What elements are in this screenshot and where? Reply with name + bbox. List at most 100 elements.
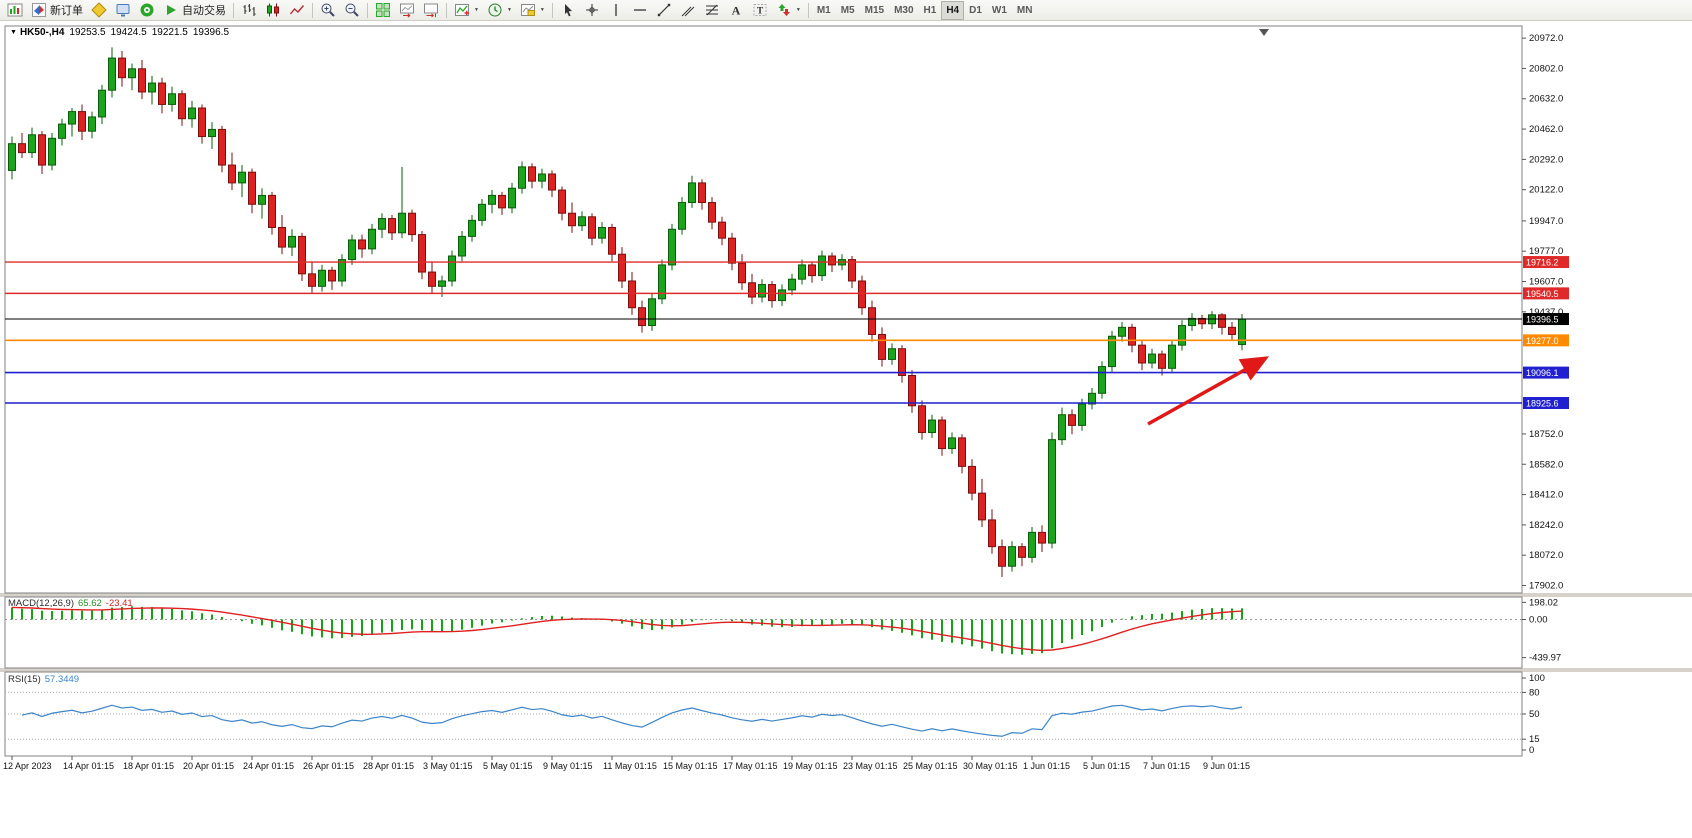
line-chart-button[interactable] <box>285 1 309 20</box>
timeframe-h1-button[interactable]: H1 <box>923 4 937 16</box>
svg-text:A: A <box>732 4 741 18</box>
market-icon <box>116 4 130 17</box>
crosshair-button[interactable] <box>580 1 604 20</box>
rsi-panel[interactable] <box>4 671 1523 757</box>
svg-text:20 Apr 01:15: 20 Apr 01:15 <box>183 761 234 771</box>
svg-text:20972.0: 20972.0 <box>1529 33 1563 44</box>
bar-chart-icon <box>243 4 256 16</box>
timeframe-h4-button[interactable]: H4 <box>941 0 965 20</box>
zoom-out-button[interactable] <box>340 1 364 20</box>
zoom-in-button[interactable] <box>316 1 340 20</box>
autotrading-label: 自动交易 <box>182 5 226 17</box>
metaeditor-button[interactable] <box>87 1 111 20</box>
autotrading-play-icon <box>167 5 176 15</box>
autotrading-button[interactable]: 自动交易 <box>159 1 230 20</box>
macd-signal-line <box>11 606 1243 652</box>
toolbar-separator <box>233 2 234 18</box>
crosshair-icon <box>585 4 598 16</box>
new-chart-button[interactable] <box>3 1 27 20</box>
svg-text:18925.6: 18925.6 <box>1526 399 1559 409</box>
main-price-panel[interactable] <box>4 25 1523 594</box>
bar-chart-button[interactable] <box>237 1 261 20</box>
macd-panel[interactable] <box>4 596 1523 669</box>
svg-text:7 Jun 01:15: 7 Jun 01:15 <box>1143 761 1190 771</box>
arrows-button[interactable]: ▼ <box>772 1 805 20</box>
svg-text:17 May 01:15: 17 May 01:15 <box>723 761 778 771</box>
svg-text:17902.0: 17902.0 <box>1529 581 1563 592</box>
timeframe-m1-button[interactable]: M1 <box>816 4 831 16</box>
text-label-button[interactable]: T <box>748 1 772 20</box>
expand-triangle-icon[interactable]: ▼ <box>10 29 17 36</box>
timeframe-group: M1 M5 M15 M30 H1 H4 D1 W1 MN <box>812 0 1038 20</box>
file-group: 新订单 自动交易 <box>3 1 230 20</box>
svg-text:1 Jun 01:15: 1 Jun 01:15 <box>1023 761 1070 771</box>
zoom-in-icon <box>321 3 335 17</box>
svg-text:11 May 01:15: 11 May 01:15 <box>603 761 657 771</box>
svg-text:0: 0 <box>1529 745 1534 756</box>
toolbar-separator <box>446 2 447 18</box>
zoom-out-icon <box>345 3 359 17</box>
macd-name: MACD(12,26,9) <box>8 598 74 609</box>
timeframe-m30-button[interactable]: M30 <box>894 4 914 16</box>
macd-label: MACD(12,26,9) 65.62 -23.41 <box>8 598 133 609</box>
trend-arrow[interactable] <box>1147 356 1270 426</box>
market-button[interactable] <box>111 1 135 20</box>
svg-text:198.02: 198.02 <box>1529 597 1558 608</box>
svg-text:20122.0: 20122.0 <box>1529 185 1563 196</box>
svg-text:20802.0: 20802.0 <box>1529 63 1563 74</box>
trendline-button[interactable] <box>652 1 676 20</box>
svg-text:3 May 01:15: 3 May 01:15 <box>423 761 473 771</box>
svg-text:19947.0: 19947.0 <box>1529 216 1563 227</box>
new-order-icon <box>32 3 46 17</box>
tile-windows-button[interactable] <box>371 1 395 20</box>
svg-text:14 Apr 01:15: 14 Apr 01:15 <box>63 761 114 771</box>
ohlc-open: 19253.5 <box>69 27 106 38</box>
cursor-icon <box>564 4 572 17</box>
periods-button[interactable]: ▼ <box>483 1 516 20</box>
timeframe-m15-button[interactable]: M15 <box>864 4 885 16</box>
metaeditor-icon <box>91 2 107 18</box>
timeframe-d1-button[interactable]: D1 <box>969 4 982 16</box>
shift-marker-icon[interactable] <box>1259 29 1269 36</box>
zoom-group <box>316 1 364 20</box>
svg-text:19716.2: 19716.2 <box>1526 258 1559 268</box>
vertical-line-button[interactable] <box>604 1 628 20</box>
macd-value-main: 65.62 <box>78 598 102 609</box>
price-tag-19396.5: 19396.5 <box>1523 313 1569 326</box>
svg-text:19607.0: 19607.0 <box>1529 277 1563 288</box>
signals-icon <box>140 3 154 17</box>
templates-icon <box>520 4 535 16</box>
new-order-button[interactable]: 新订单 <box>27 1 87 20</box>
date-axis: 12 Apr 2023 14 Apr 01:15 18 Apr 01:15 20 Ap… <box>3 756 1250 771</box>
chart-shift-button[interactable] <box>419 1 443 20</box>
svg-text:19437.0: 19437.0 <box>1529 307 1563 318</box>
signals-button[interactable] <box>135 1 159 20</box>
templates-button[interactable]: ▼ <box>516 1 549 20</box>
text-a-icon: A <box>732 4 741 18</box>
panel-divider[interactable] <box>0 593 1692 597</box>
main-toolbar: 新订单 自动交易 <box>0 0 1692 21</box>
timeframe-mn-button[interactable]: MN <box>1016 4 1033 16</box>
candlestick-chart-button[interactable] <box>261 1 285 20</box>
auto-scroll-button[interactable] <box>395 1 419 20</box>
indicators-button[interactable]: ▼ <box>450 1 483 20</box>
svg-text:19777.0: 19777.0 <box>1529 246 1563 257</box>
fibonacci-button[interactable] <box>700 1 724 20</box>
svg-text:80: 80 <box>1529 687 1540 698</box>
panel-divider[interactable] <box>0 668 1692 672</box>
cursor-button[interactable] <box>556 1 580 20</box>
svg-text:19096.1: 19096.1 <box>1526 368 1559 378</box>
svg-text:19396.5: 19396.5 <box>1526 315 1559 325</box>
timeframe-m5-button[interactable]: M5 <box>840 4 855 16</box>
text-button[interactable]: A <box>724 1 748 20</box>
chart-shift-icon <box>424 3 438 18</box>
svg-text:100: 100 <box>1529 673 1545 684</box>
channel-button[interactable] <box>676 1 700 20</box>
timeframe-w1-button[interactable]: W1 <box>991 4 1007 16</box>
svg-text:24 Apr 01:15: 24 Apr 01:15 <box>243 761 294 771</box>
horizontal-line-button[interactable] <box>628 1 652 20</box>
svg-text:25 May 01:15: 25 May 01:15 <box>903 761 958 771</box>
arrows-icon <box>778 4 790 16</box>
horizontal-line-icon <box>633 9 646 11</box>
